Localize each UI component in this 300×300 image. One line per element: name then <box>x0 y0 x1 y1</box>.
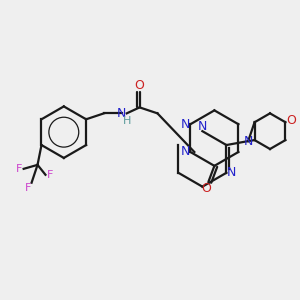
Text: O: O <box>286 114 296 127</box>
Text: H: H <box>122 116 131 126</box>
Text: N: N <box>117 107 127 120</box>
Text: N: N <box>181 118 190 131</box>
Text: N: N <box>198 120 207 133</box>
Text: N: N <box>181 146 190 158</box>
Text: N: N <box>244 135 253 148</box>
Text: F: F <box>16 164 22 174</box>
Text: O: O <box>202 182 212 195</box>
Text: O: O <box>135 79 145 92</box>
Text: N: N <box>227 166 236 179</box>
Text: F: F <box>24 183 31 193</box>
Text: F: F <box>47 170 54 180</box>
